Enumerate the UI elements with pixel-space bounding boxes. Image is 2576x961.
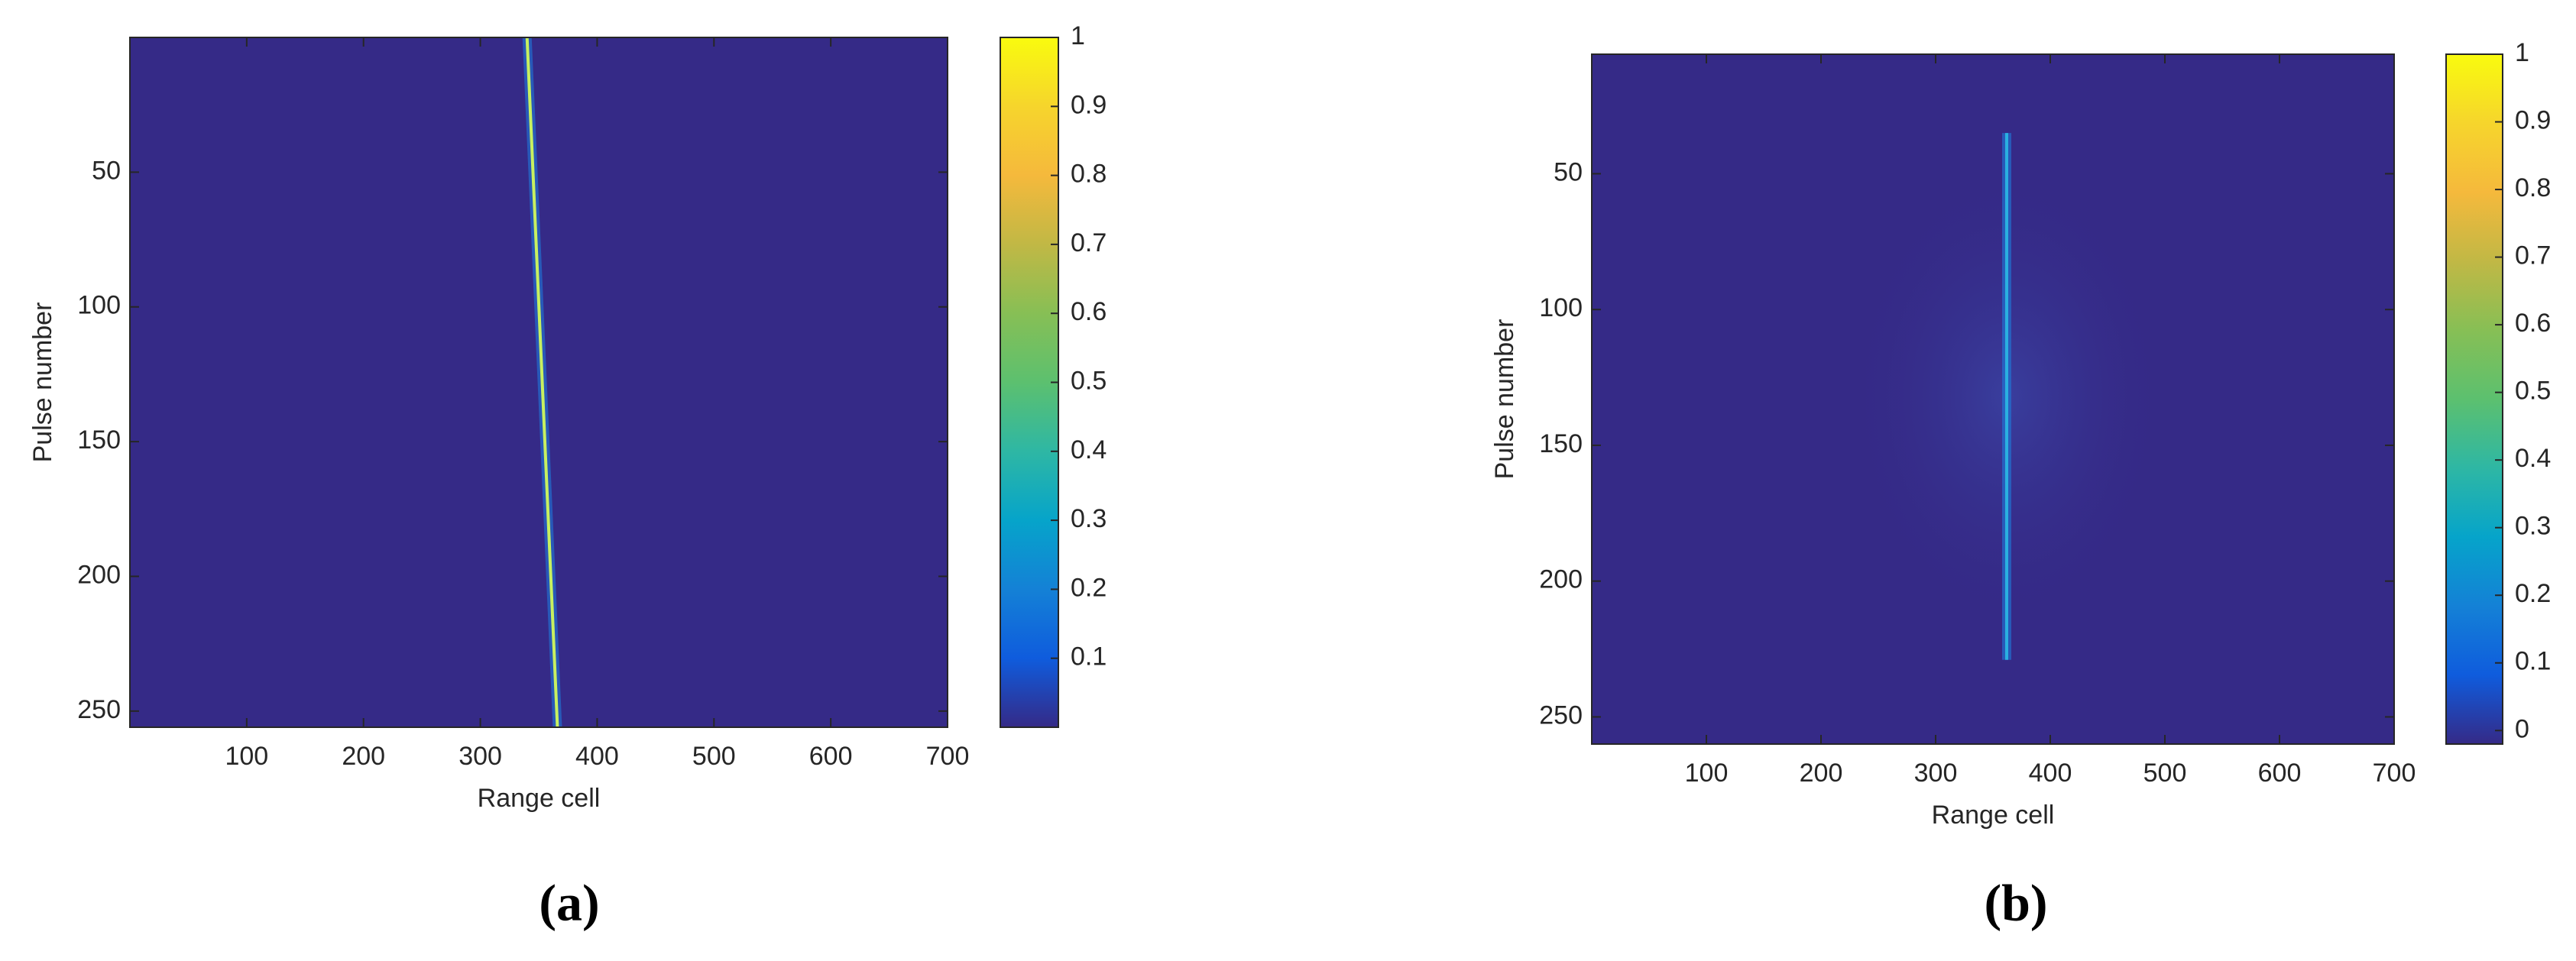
- colorbar: [2445, 53, 2503, 745]
- colorbar-tick-label: 0.7: [1071, 228, 1107, 257]
- y-tick-label: 150: [77, 425, 121, 455]
- colorbar-tick-label: 0.5: [1071, 366, 1107, 395]
- colorbar-tick-label: 0.7: [2515, 241, 2551, 270]
- colorbar-tick-label: 0.3: [2515, 512, 2551, 541]
- colorbar-tick-label: 1: [2515, 38, 2529, 67]
- colorbar-tick-label: 0.2: [1071, 573, 1107, 602]
- colorbar-tick-label: 0.9: [2515, 106, 2551, 135]
- colorbar-tick-label: 0.8: [2515, 173, 2551, 202]
- colorbar: [1000, 37, 1059, 728]
- panel-a: 100 200 300 400 500 600 700 50 100 150 200 250 Range…: [28, 21, 1107, 932]
- x-tick-label: 700: [926, 742, 970, 771]
- x-tick-label: 600: [2258, 759, 2302, 788]
- panel-b: 100 200 300 400 500 600 700 50 100 150 200 250 Range…: [1490, 38, 2551, 932]
- x-tick-label: 500: [692, 742, 736, 771]
- x-tick-label: 500: [2143, 759, 2187, 788]
- colorbar-tick-label: 0.1: [1071, 642, 1107, 671]
- colorbar-tick-label: 0.6: [2515, 309, 2551, 338]
- ridge: [525, 37, 559, 728]
- colorbar-tick-label: 0.6: [1071, 297, 1107, 326]
- x-axis-label: Range cell: [478, 784, 601, 813]
- y-axis-label: Pulse number: [28, 303, 57, 463]
- y-tick-label: 100: [1539, 293, 1583, 322]
- x-tick-label: 200: [1800, 759, 1843, 788]
- y-tick-label: 150: [1539, 429, 1583, 458]
- x-tick-label: 300: [458, 742, 502, 771]
- y-tick-label: 250: [77, 695, 121, 724]
- x-tick-label: 300: [1914, 759, 1958, 788]
- x-tick-label: 400: [575, 742, 619, 771]
- x-tick-label: 200: [342, 742, 385, 771]
- axes-frame: [129, 37, 948, 728]
- colorbar-tick-label: 0.1: [2515, 647, 2551, 676]
- colorbar-tick-label: 0.9: [1071, 90, 1107, 119]
- colorbar-tick-label: 0.8: [1071, 160, 1107, 189]
- x-tick-label: 600: [809, 742, 853, 771]
- y-tick-label: 50: [92, 156, 121, 185]
- colorbar-tick-label: 0.4: [2515, 444, 2551, 473]
- panel-caption: (b): [1984, 874, 2047, 932]
- x-tick-label: 100: [225, 742, 268, 771]
- y-tick-label: 50: [1554, 157, 1583, 186]
- colorbar-tick-label: 0.3: [1071, 504, 1107, 533]
- x-tick-label: 100: [1685, 759, 1729, 788]
- panel-caption: (a): [539, 874, 599, 932]
- axes-frame: [1591, 53, 2395, 745]
- colorbar-tick-label: 0: [2515, 714, 2529, 743]
- y-axis-label: Pulse number: [1490, 319, 1519, 480]
- x-tick-label: 700: [2373, 759, 2416, 788]
- colorbar-tick-label: 0.5: [2515, 377, 2551, 406]
- y-tick-label: 250: [1539, 701, 1583, 730]
- colorbar-tick-label: 0.4: [1071, 435, 1107, 464]
- y-tick-label: 200: [77, 560, 121, 589]
- colorbar-tick-label: 1: [1071, 21, 1085, 50]
- x-tick-label: 400: [2029, 759, 2072, 788]
- y-tick-label: 100: [77, 291, 121, 320]
- colorbar-tick-label: 0.2: [2515, 579, 2551, 608]
- x-axis-label: Range cell: [1932, 801, 2055, 830]
- y-tick-label: 200: [1539, 565, 1583, 594]
